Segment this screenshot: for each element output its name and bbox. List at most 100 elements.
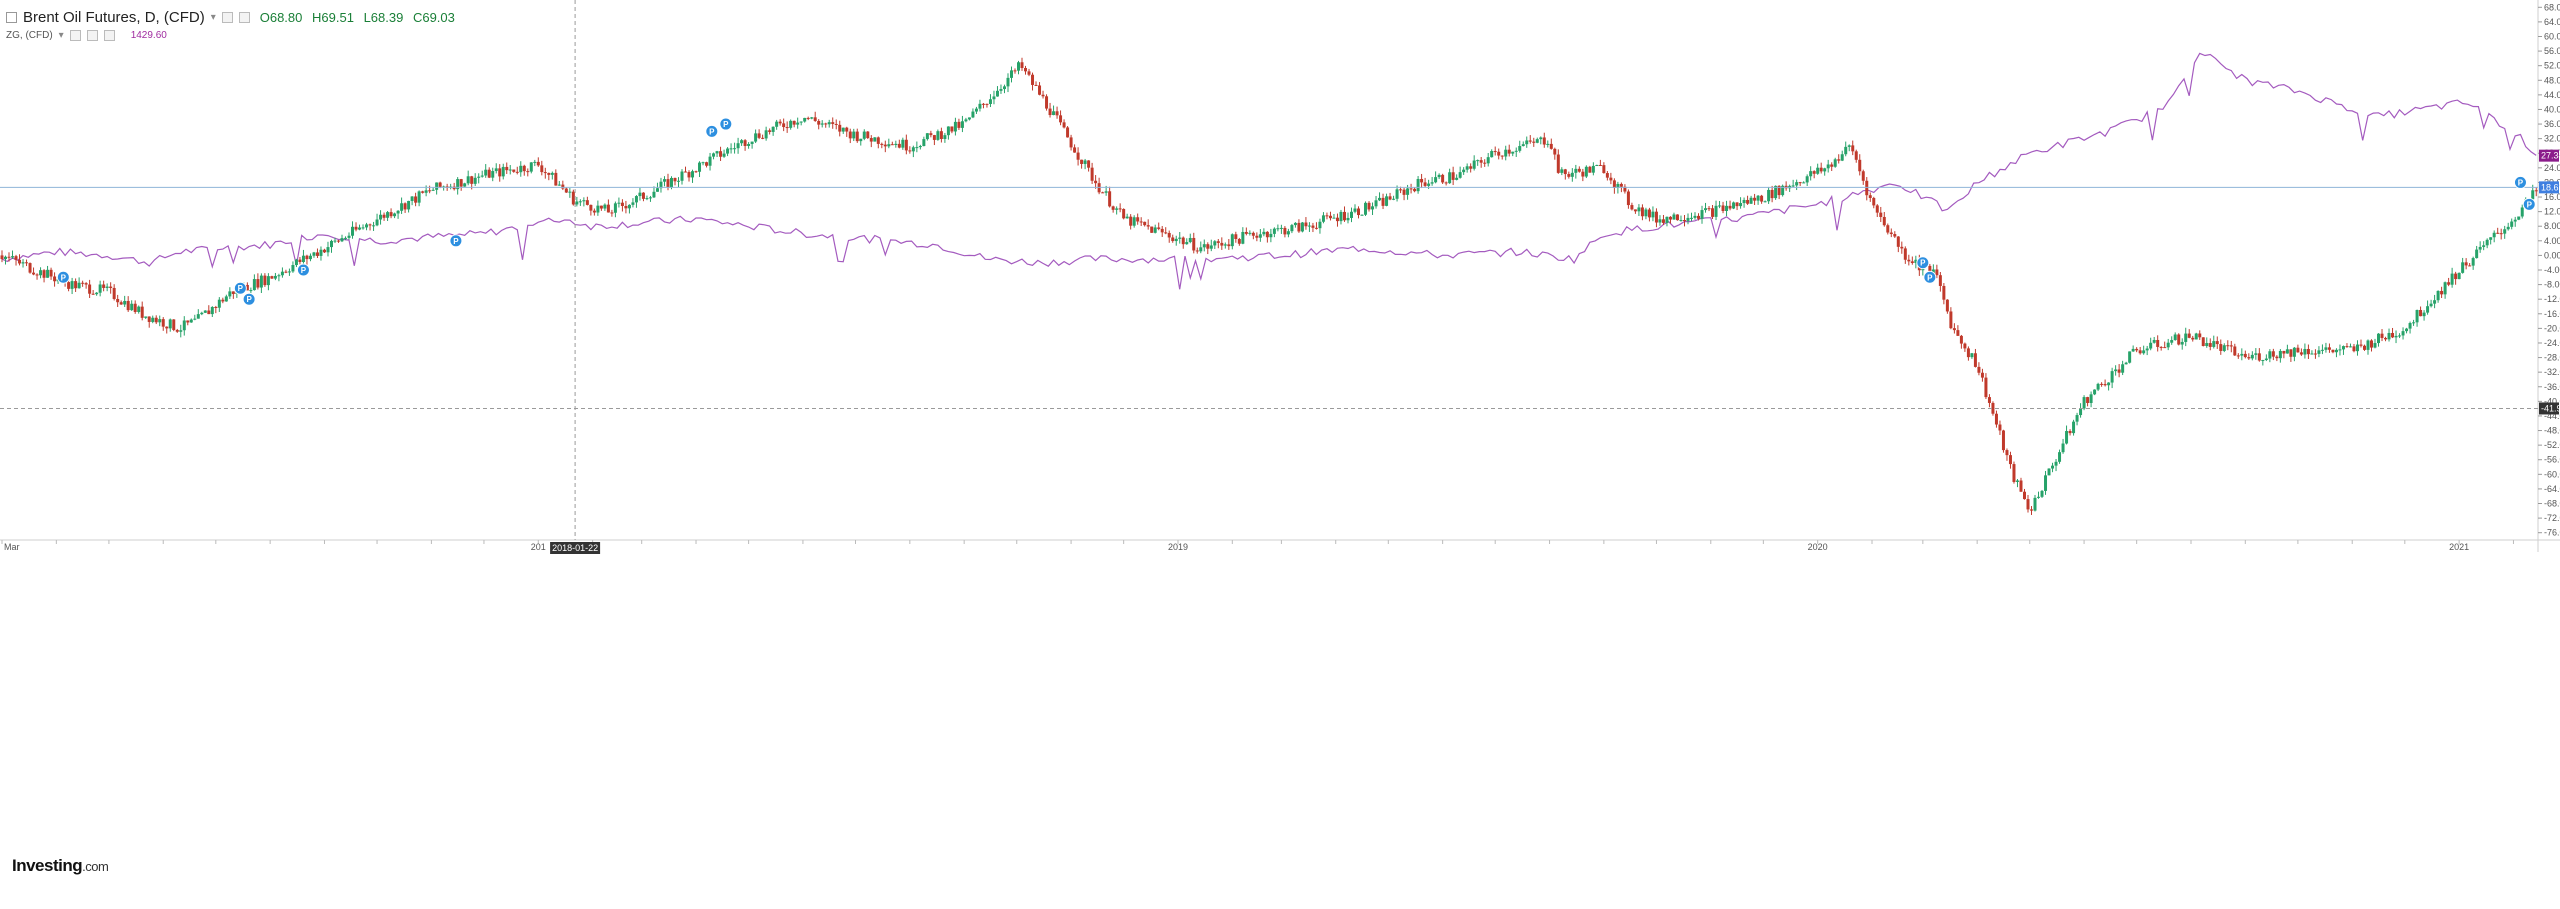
- candle-body: [18, 259, 22, 264]
- candle-body: [393, 213, 397, 217]
- candle-body: [81, 282, 85, 284]
- candle-body: [74, 281, 78, 289]
- candle-body: [620, 202, 624, 206]
- candle-body: [491, 171, 495, 178]
- candle-body: [2093, 389, 2097, 395]
- candle-body: [2173, 334, 2177, 341]
- candle-body: [2324, 347, 2328, 350]
- candle-body: [1584, 166, 1588, 177]
- main-series-title[interactable]: Brent Oil Futures, D, (CFD): [23, 8, 205, 26]
- candle-body: [1546, 143, 1550, 145]
- candle-body: [431, 189, 435, 191]
- candle-body: [1647, 209, 1651, 218]
- candle-body: [1062, 122, 1066, 128]
- candle-body: [1581, 171, 1585, 177]
- candle-body: [1858, 159, 1862, 172]
- candle-body: [1707, 208, 1711, 210]
- candle-body: [168, 319, 172, 329]
- candle-body: [1651, 211, 1655, 218]
- candle-body: [2215, 341, 2219, 345]
- candle-body: [1896, 236, 1900, 247]
- compare-series-title[interactable]: ZG, (CFD): [6, 29, 53, 41]
- event-marker-icon[interactable]: [1916, 256, 1930, 270]
- candle-body: [1693, 215, 1697, 218]
- event-marker-icon[interactable]: [705, 124, 719, 138]
- candle-body: [999, 89, 1003, 91]
- candle-body: [908, 150, 912, 152]
- candle-body: [1591, 165, 1595, 173]
- candle-body: [2145, 348, 2149, 351]
- event-marker-icon[interactable]: [233, 281, 247, 295]
- event-marker-icon[interactable]: [56, 270, 70, 284]
- candle-body: [964, 119, 968, 122]
- candle-body: [2022, 491, 2026, 500]
- candle-body: [1665, 216, 1669, 223]
- event-marker-icon[interactable]: [719, 117, 733, 131]
- candle-body: [1255, 235, 1259, 238]
- candle-body: [224, 296, 228, 302]
- event-marker-icon[interactable]: [2522, 197, 2536, 211]
- candle-body: [1812, 171, 1816, 174]
- event-marker-icon[interactable]: [1923, 270, 1937, 284]
- candle-body: [291, 265, 295, 272]
- settings-icon[interactable]: [221, 11, 233, 23]
- candle-body: [1479, 160, 1483, 163]
- candle-body: [210, 307, 214, 315]
- candle-body: [1321, 215, 1325, 222]
- candle-body: [1335, 217, 1339, 222]
- candle-body: [1672, 214, 1676, 220]
- candle-body: [2422, 312, 2426, 317]
- candle-body: [2468, 265, 2472, 267]
- candle-body: [845, 127, 849, 132]
- event-marker-icon[interactable]: [242, 292, 256, 306]
- candle-body: [1563, 169, 1567, 175]
- candle-body: [2222, 345, 2226, 351]
- compare-close-icon[interactable]: [103, 29, 115, 41]
- compare-series-caret-icon[interactable]: ▾: [58, 29, 64, 41]
- compare-settings-icon[interactable]: [86, 29, 98, 41]
- candle-body: [1087, 160, 1091, 168]
- candle-body: [736, 143, 740, 149]
- candle-body: [1865, 180, 1869, 196]
- event-marker-icon[interactable]: [449, 234, 463, 248]
- candle-body: [1055, 111, 1059, 116]
- compare-eye-icon[interactable]: [69, 29, 81, 41]
- candle-body: [1623, 186, 1627, 192]
- main-series-caret-icon[interactable]: ▾: [210, 11, 216, 23]
- candle-body: [2026, 499, 2030, 510]
- close-icon[interactable]: [238, 11, 250, 23]
- candle-body: [126, 300, 130, 311]
- candle-body: [876, 137, 880, 144]
- candlestick-series: [0, 57, 2538, 515]
- candle-body: [1297, 222, 1301, 232]
- collapse-toggle-icon[interactable]: [6, 11, 17, 23]
- candle-body: [2219, 344, 2223, 351]
- candle-body: [2040, 490, 2044, 497]
- event-marker-icon[interactable]: [2513, 175, 2527, 189]
- event-marker-label: P: [301, 266, 307, 275]
- low-value: L68.39: [363, 9, 404, 25]
- event-marker-icon[interactable]: [296, 263, 310, 277]
- candle-body: [2212, 341, 2216, 347]
- candle-body: [2187, 333, 2191, 338]
- candle-body: [677, 180, 681, 182]
- y-tick-label: -44.00%: [2544, 411, 2560, 421]
- last-price-label: 18.65%: [2541, 182, 2560, 192]
- candle-body: [231, 291, 235, 295]
- candle-body: [1560, 169, 1564, 173]
- candle-body: [2278, 350, 2282, 359]
- candle-body: [515, 171, 519, 173]
- candle-body: [641, 192, 645, 199]
- candle-body: [1570, 172, 1574, 177]
- candle-body: [1511, 151, 1515, 154]
- candle-body: [740, 140, 744, 144]
- candle-body: [733, 148, 737, 150]
- candle-body: [522, 165, 526, 172]
- candle-body: [165, 326, 169, 329]
- candle-body: [1802, 182, 1806, 184]
- candle-body: [84, 283, 88, 285]
- candle-body: [859, 138, 863, 142]
- candle-body: [820, 123, 824, 125]
